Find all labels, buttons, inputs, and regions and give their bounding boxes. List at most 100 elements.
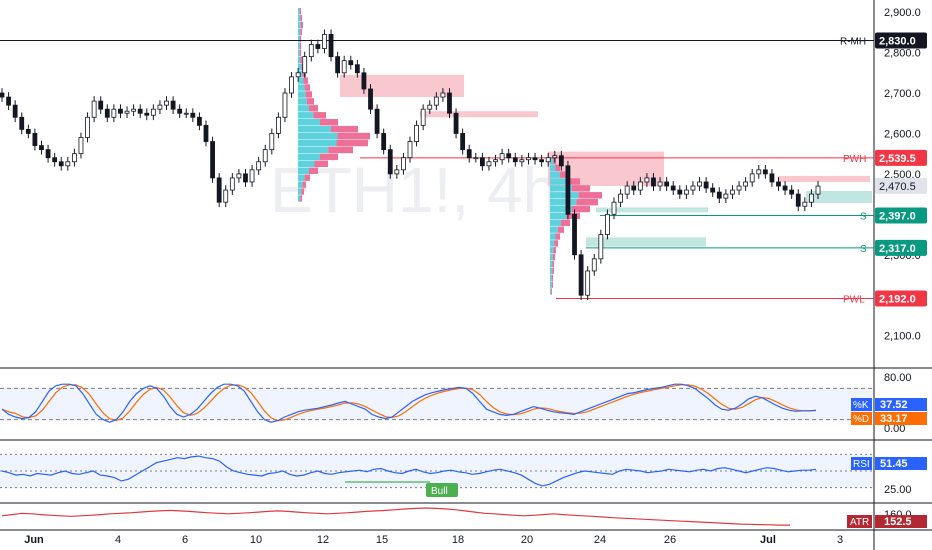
time-tick-label: 20 <box>521 534 533 546</box>
candle <box>322 33 327 49</box>
rsi-legend-box <box>851 457 872 470</box>
supply-zone <box>340 74 464 98</box>
candle <box>328 33 334 58</box>
stoch-k-legend-label: %K <box>853 400 869 411</box>
volume-profile-bar <box>298 174 305 181</box>
time-tick-label: 3 <box>837 534 843 546</box>
candle <box>381 133 387 151</box>
volume-profile-bar <box>300 28 302 36</box>
volume-profile-bar <box>298 49 300 57</box>
candle <box>197 116 202 126</box>
stoch-d-value: 33.17 <box>880 413 908 425</box>
volume-profile-bar <box>302 181 306 188</box>
candle <box>815 185 821 195</box>
candle <box>631 185 637 191</box>
candle <box>697 181 702 187</box>
candle <box>703 181 709 189</box>
candle <box>183 112 189 115</box>
candle <box>591 258 597 272</box>
bull-label: Bull <box>431 486 448 497</box>
candle <box>275 116 281 134</box>
candle <box>611 201 617 215</box>
volume-profile-bar <box>303 77 308 84</box>
candle <box>769 173 775 183</box>
volume-profile-bar <box>576 198 598 206</box>
candle <box>637 181 643 191</box>
volume-profile-bar <box>550 274 552 281</box>
volume-profile-bar <box>298 181 303 188</box>
candle <box>585 270 591 296</box>
candle <box>651 177 656 187</box>
volume-profile-bar <box>298 188 302 195</box>
price-tag-s1 <box>875 207 927 224</box>
stoch-k-legend-box <box>851 398 872 411</box>
volume-profile-bar <box>298 63 302 70</box>
volume-profile-bar <box>298 146 329 154</box>
candle <box>493 159 498 163</box>
stoch-k-line <box>1 383 817 423</box>
stoch-tick-label: 80.00 <box>884 372 912 384</box>
supply-zone <box>778 175 870 182</box>
candle <box>58 161 64 167</box>
volume-profile-bar <box>309 105 318 112</box>
candle <box>598 234 604 260</box>
volume-profile-bar <box>551 281 553 288</box>
volume-profile-bar <box>550 281 552 288</box>
supply-zone <box>420 111 538 118</box>
volume-profile-bar <box>304 84 310 91</box>
candle <box>65 161 71 167</box>
candle <box>0 92 5 98</box>
level-label-pwl: PWL <box>843 294 865 305</box>
price-tag-rmh <box>875 32 927 49</box>
volume-profile-bar <box>298 91 306 98</box>
candle <box>578 254 584 296</box>
volume-profile-bar <box>304 174 310 181</box>
candle <box>170 100 176 110</box>
candle <box>440 92 446 98</box>
price-tag-text-rmh: 2,830.0 <box>879 35 916 47</box>
candle <box>447 92 452 114</box>
stoch-d-legend-box <box>851 412 872 425</box>
volume-profile-bar <box>550 192 579 199</box>
price-tick-label: 2,100.0 <box>884 331 921 343</box>
candle <box>795 193 801 207</box>
candle <box>387 149 393 175</box>
level-label-s2: S <box>860 244 867 255</box>
level-label-pwh: PWH <box>843 154 866 165</box>
price-tick-label: 2,700.0 <box>884 88 921 100</box>
volume-profile-bar <box>305 91 312 98</box>
volume-profile-bar <box>550 247 554 254</box>
candle <box>433 96 439 106</box>
atr-value: 152.5 <box>884 516 912 528</box>
candle <box>749 173 755 183</box>
candle <box>723 193 729 199</box>
candle <box>269 133 275 151</box>
time-tick-label: 4 <box>115 534 121 546</box>
volume-profile-bar <box>552 267 554 275</box>
candle <box>605 213 610 235</box>
candle <box>190 112 196 118</box>
candle <box>710 187 716 193</box>
volume-profile-bar <box>572 205 590 213</box>
volume-profile-bar <box>550 288 552 295</box>
volume-profile-bar <box>298 139 337 147</box>
price-tag-text-pwh: 2,539.5 <box>879 153 916 165</box>
volume-profile-bar <box>299 8 301 15</box>
volume-profile-bar <box>298 167 309 174</box>
volume-profile-bar <box>550 185 572 192</box>
candle <box>32 133 38 146</box>
candle <box>664 181 670 187</box>
candle <box>716 191 722 199</box>
candle <box>499 153 505 161</box>
candle <box>150 108 156 116</box>
volume-profile-bar <box>552 260 554 268</box>
volume-profile-bar <box>298 35 300 43</box>
candle <box>164 100 169 106</box>
level-label-rmh: R-MH <box>840 36 866 47</box>
candle <box>243 173 248 183</box>
atr-line <box>1 507 790 526</box>
volume-profile-bar <box>550 233 556 240</box>
candle <box>256 161 262 171</box>
candle <box>618 193 623 203</box>
